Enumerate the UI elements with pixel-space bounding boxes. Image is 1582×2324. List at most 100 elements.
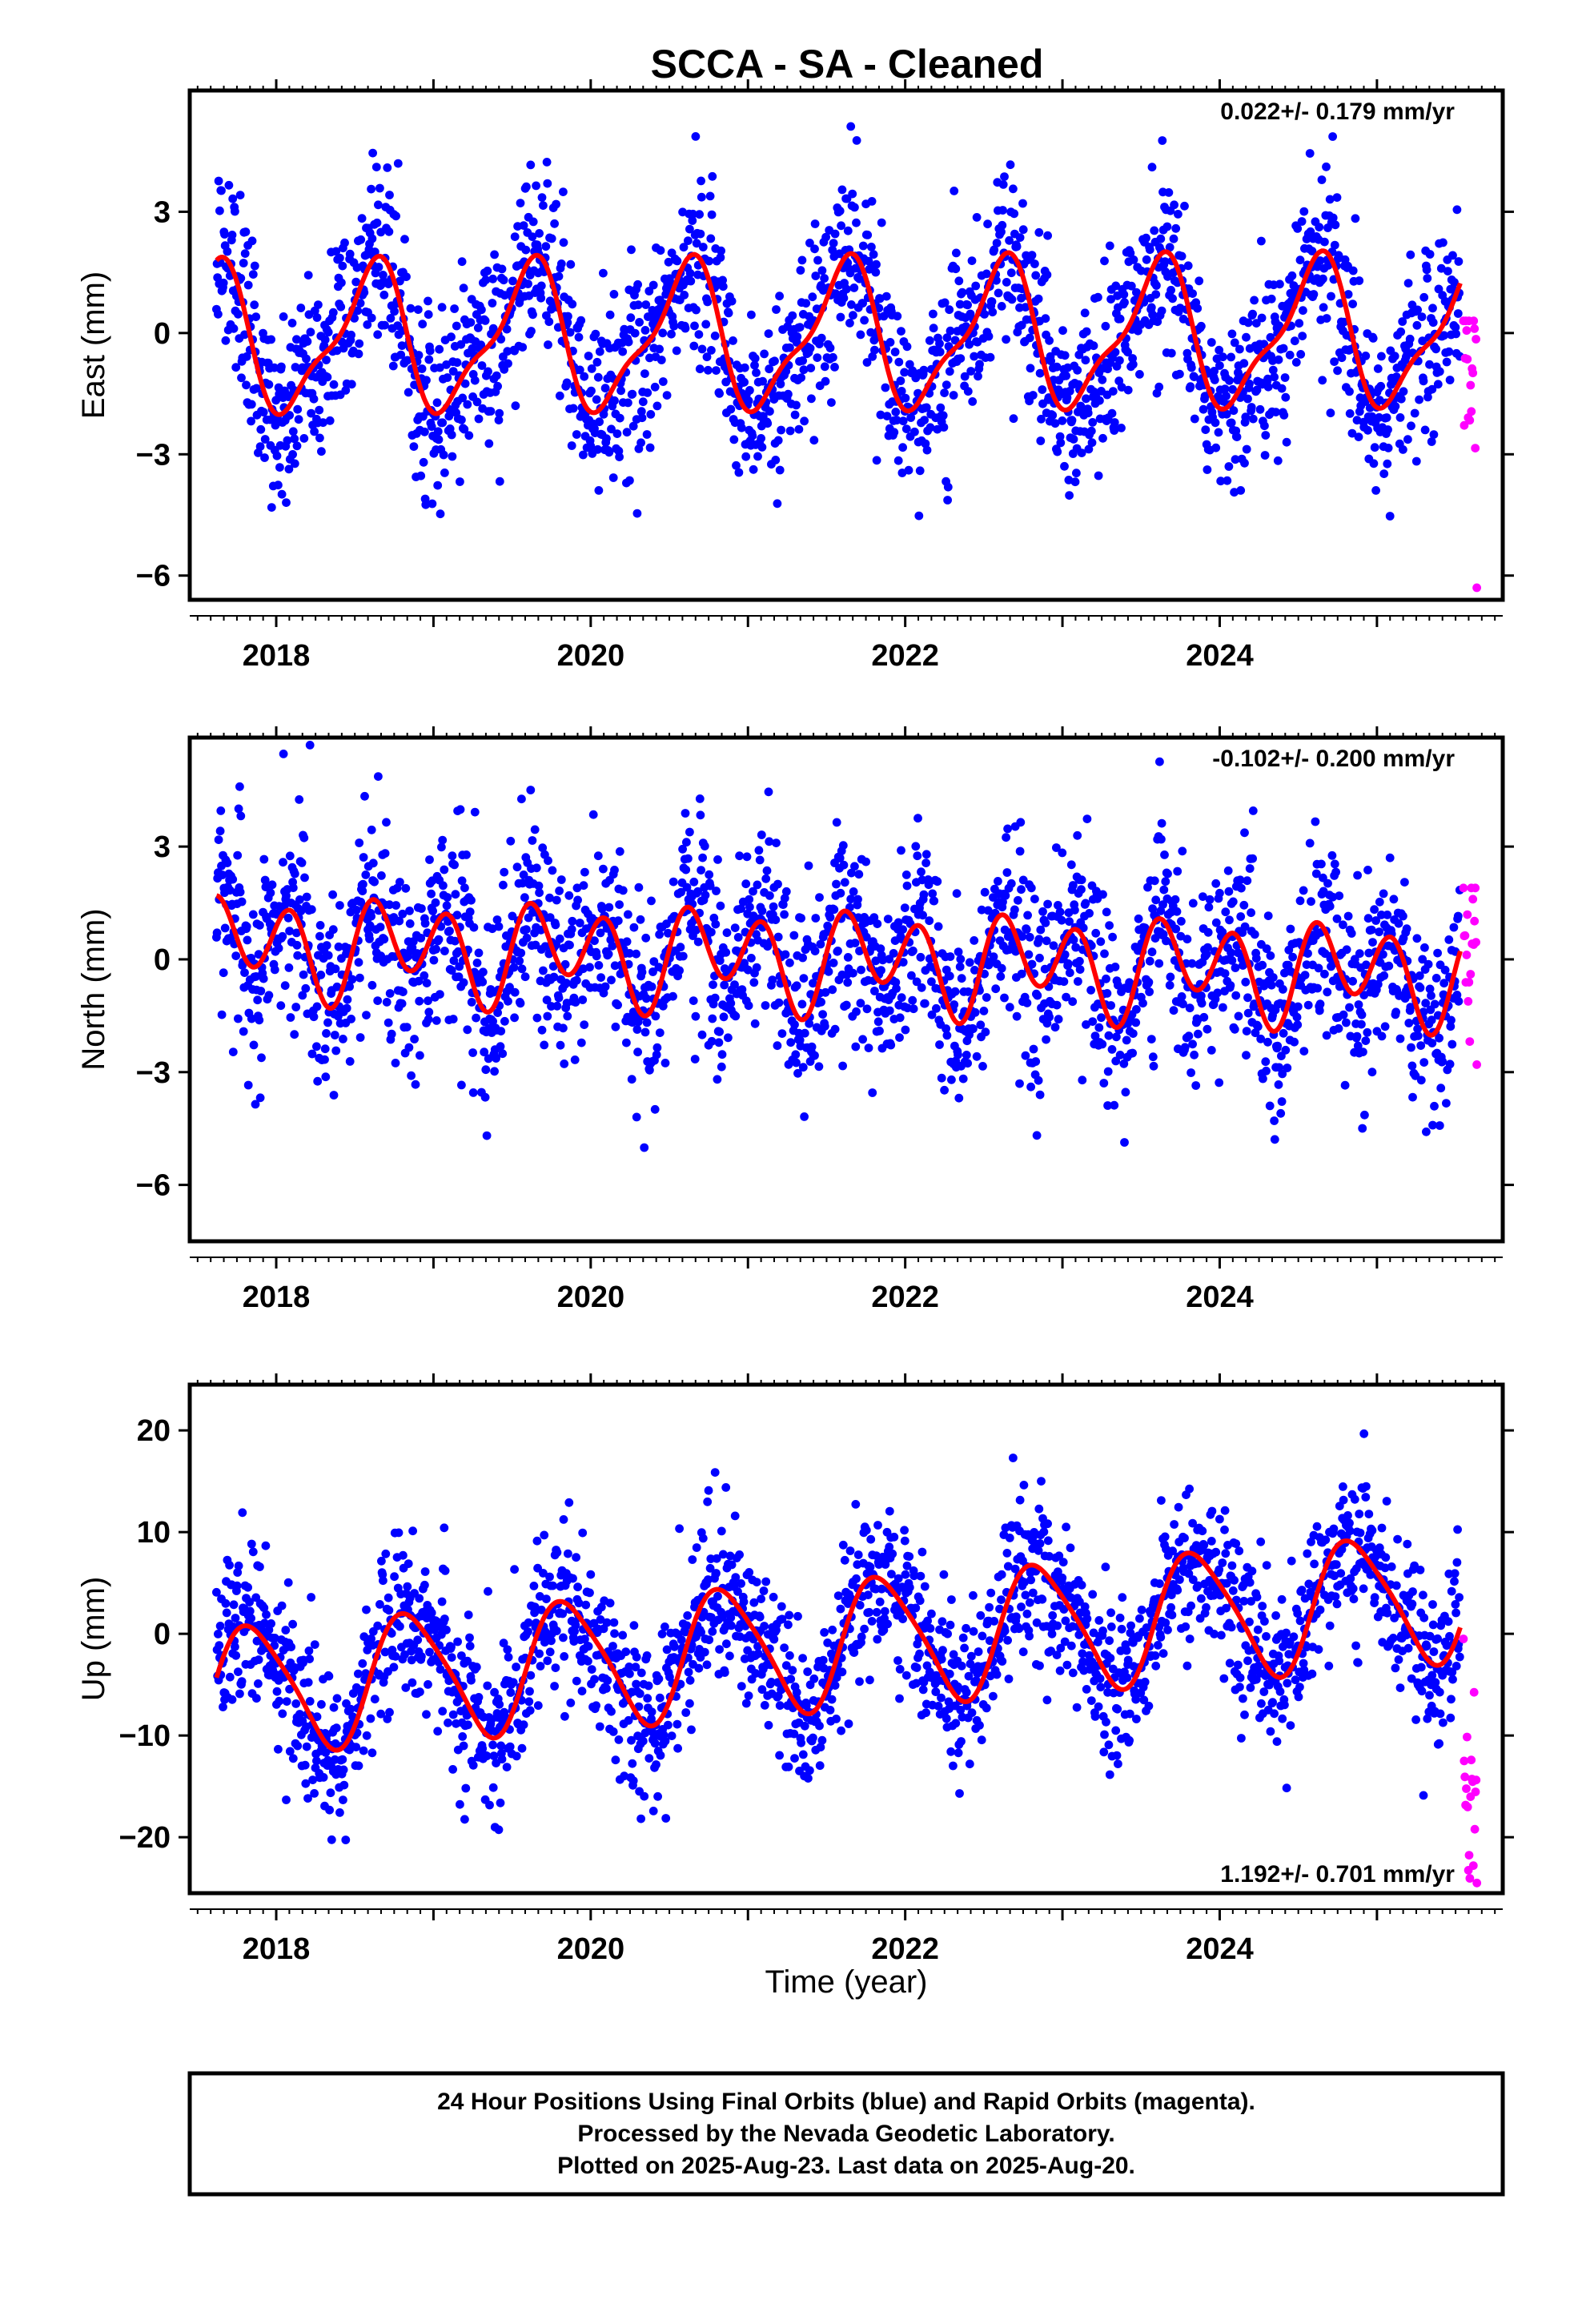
east-final-point (821, 232, 830, 242)
north-final-point (1151, 895, 1161, 905)
north-final-point (771, 915, 781, 924)
north-final-point (647, 982, 656, 991)
east-final-point (1180, 201, 1189, 211)
east-final-point (807, 394, 816, 404)
east-final-point (1391, 402, 1400, 411)
east-final-point (646, 410, 656, 419)
east-final-point (397, 341, 407, 350)
east-final-point (243, 280, 253, 290)
up-final-point (310, 1789, 319, 1798)
north-final-point (1412, 934, 1422, 943)
north-final-point (1453, 911, 1463, 921)
east-final-point (698, 243, 708, 251)
east-final-point (624, 398, 632, 408)
east-final-point (836, 312, 845, 322)
east-final-point (940, 388, 949, 397)
east-final-point (484, 367, 492, 376)
east-final-point (747, 310, 756, 320)
north-final-point (972, 1051, 982, 1061)
north-final-point (977, 905, 986, 915)
north-final-point (312, 1042, 321, 1051)
east-final-point (516, 199, 525, 207)
east-final-point (563, 318, 572, 328)
east-final-point (237, 373, 246, 383)
north-final-point (747, 954, 756, 963)
north-final-point (1077, 875, 1086, 885)
east-x-tick-label: 2022 (871, 639, 939, 673)
north-final-point (1276, 1108, 1286, 1118)
up-final-point (460, 1815, 469, 1824)
east-final-point (1260, 451, 1270, 460)
north-final-point (343, 995, 352, 1004)
east-final-point (805, 344, 815, 353)
north-final-point (1204, 903, 1214, 912)
east-final-point (242, 380, 251, 390)
east-final-point (1045, 336, 1054, 345)
east-final-point (1297, 217, 1307, 226)
north-final-point (1065, 968, 1074, 978)
north-final-point (1311, 817, 1320, 826)
north-final-point (295, 895, 304, 904)
north-final-point (838, 841, 848, 850)
north-final-point (632, 949, 640, 959)
north-final-point (1085, 909, 1094, 918)
north-final-point (285, 927, 294, 935)
north-final-point (615, 900, 624, 909)
up-final-point (440, 1566, 450, 1575)
up-final-point (346, 1704, 355, 1714)
east-final-point (438, 418, 448, 428)
north-final-point (1199, 892, 1207, 901)
up-final-point (285, 1747, 295, 1756)
east-final-point (987, 297, 997, 306)
east-final-point (1277, 384, 1287, 393)
north-final-point (820, 1022, 829, 1031)
up-final-point (329, 1703, 339, 1712)
up-final-point (468, 1760, 478, 1770)
east-final-point (874, 304, 884, 313)
north-final-point (1070, 906, 1079, 915)
north-final-point (792, 981, 801, 991)
north-final-point (345, 982, 354, 991)
north-final-point (1445, 1059, 1455, 1069)
north-final-point (1166, 972, 1175, 982)
north-final-point (283, 913, 293, 923)
east-final-point (474, 414, 484, 424)
east-final-point (464, 431, 474, 440)
east-final-point (696, 229, 705, 239)
up-final-point (465, 1642, 475, 1651)
east-final-point (1242, 444, 1251, 454)
north-final-point (334, 942, 343, 951)
up-final-point (484, 1586, 492, 1596)
north-final-point (714, 1038, 724, 1047)
east-final-point (367, 184, 375, 194)
north-final-point (814, 1062, 824, 1072)
east-final-point (221, 336, 231, 345)
east-final-point (1142, 255, 1151, 264)
east-final-point (1275, 321, 1284, 331)
east-final-point (458, 393, 468, 403)
north-final-point (427, 889, 436, 899)
north-final-point (1303, 1000, 1313, 1010)
north-final-point (764, 787, 773, 797)
east-final-point (839, 293, 849, 303)
north-final-point (853, 895, 862, 904)
north-final-point (549, 972, 559, 982)
north-final-point (1449, 923, 1459, 932)
north-final-point (861, 857, 870, 866)
east-final-point (1201, 425, 1211, 434)
up-final-point (367, 1634, 375, 1643)
up-final-point (359, 1746, 368, 1755)
up-final-point (545, 1647, 555, 1657)
north-final-point (255, 921, 264, 930)
up-final-point (430, 1625, 439, 1634)
north-final-point (1177, 917, 1186, 926)
north-final-point (362, 1011, 371, 1019)
east-final-point (1211, 418, 1220, 428)
north-final-point (722, 928, 732, 938)
north-final-point (864, 1043, 873, 1052)
east-final-point (214, 176, 223, 186)
east-final-point (418, 320, 428, 329)
north-final-point (1078, 923, 1088, 933)
